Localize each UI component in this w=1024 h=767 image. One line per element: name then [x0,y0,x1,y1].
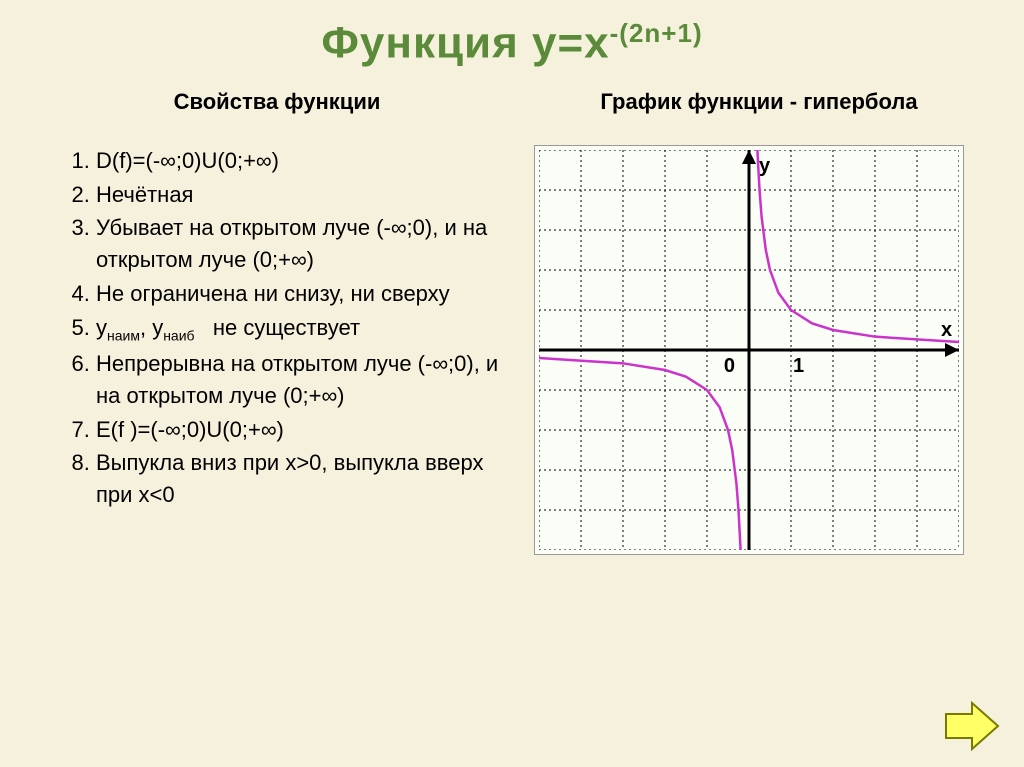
list-item: D(f)=(-∞;0)U(0;+∞) [96,145,504,177]
svg-text:х: х [941,319,952,341]
list-item: Не ограничена ни снизу, ни сверху [96,278,504,310]
properties-heading: Свойства функции [50,89,504,115]
properties-list: D(f)=(-∞;0)U(0;+∞) Нечётная Убывает на о… [50,145,504,512]
content-row: Свойства функции D(f)=(-∞;0)U(0;+∞) Нечё… [0,69,1024,555]
chart-container: у х 0 1 [534,145,964,555]
title-exponent: -(2n+1) [610,18,703,48]
svg-text:0: 0 [724,355,735,377]
list-item: Непрерывна на открытом луче (-∞;0), и на… [96,348,504,412]
list-item: унаим, унаиб не существует [96,312,504,346]
properties-column: Свойства функции D(f)=(-∞;0)U(0;+∞) Нечё… [50,89,504,555]
svg-text:1: 1 [793,355,804,377]
graph-heading: График функции - гипербола [534,89,984,115]
next-arrow-icon [942,699,1002,753]
list-item: E(f )=(-∞;0)U(0;+∞) [96,414,504,446]
graph-column: График функции - гипербола у х 0 1 [534,89,984,555]
slide-title: Функция у=х-(2n+1) [0,0,1024,69]
title-text: Функция у=х [321,19,609,68]
svg-text:у: у [759,155,771,177]
hyperbola-chart: у х 0 1 [539,150,959,550]
list-item: Убывает на открытом луче (-∞;0), и на от… [96,212,504,276]
list-item: Нечётная [96,179,504,211]
list-item: Выпукла вниз при х>0, выпукла вверх при … [96,447,504,511]
next-slide-button[interactable] [942,699,1002,753]
